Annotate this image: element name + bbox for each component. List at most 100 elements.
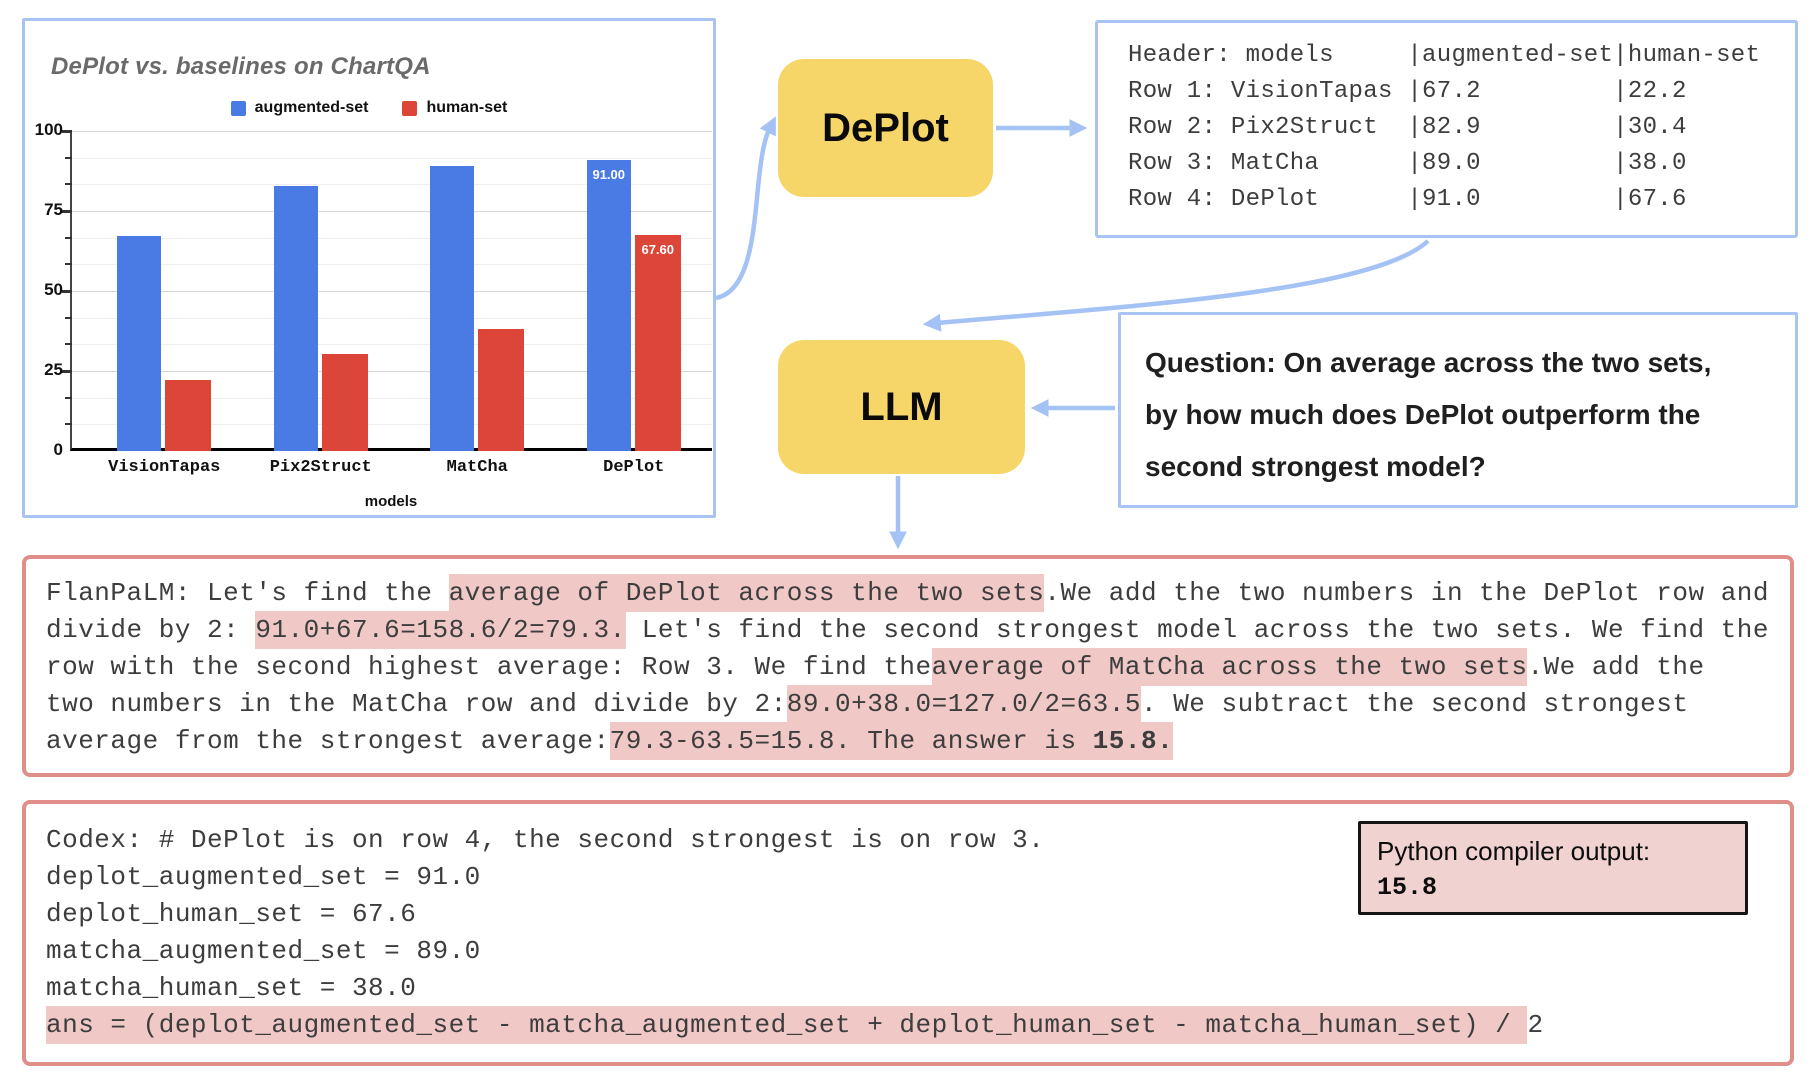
- x-axis-title: models: [364, 493, 418, 510]
- table-output-box: Header: models |augmented-set|human-set …: [1095, 20, 1798, 238]
- major-gridline: [72, 371, 712, 372]
- legend-label: augmented-set: [254, 99, 369, 116]
- major-gridline: [72, 291, 712, 292]
- mono-text-line: matcha_human_set = 38.0: [46, 970, 1770, 1007]
- bar-human-set-DePlot: 67.60: [634, 234, 681, 451]
- axis-tick: [65, 156, 72, 159]
- legend-swatch-icon: [230, 100, 246, 116]
- question-box: Question: On average across the two sets…: [1118, 312, 1798, 508]
- python-output-label: Python compiler output:: [1377, 836, 1651, 866]
- text-span: Let's find the second strongest model ac…: [625, 615, 1769, 645]
- minor-gridline: [72, 397, 712, 399]
- flanpalm-reasoning-box: FlanPaLM: Let's find the average of DePl…: [22, 555, 1794, 777]
- chart-bars: 91.00 67.60: [70, 131, 712, 451]
- question-text-line: Question: On average across the two sets…: [1145, 347, 1712, 378]
- text-span: matcha_human_set = 38.0: [46, 973, 417, 1003]
- major-gridline: [72, 131, 712, 132]
- highlighted-span: ans = (deplot_augmented_set - matcha_aug…: [46, 1006, 1528, 1044]
- question-text-line: by how much does DePlot outperform the: [1145, 399, 1701, 430]
- mono-text-line: deplot_augmented_set = 91.0: [46, 859, 1770, 896]
- minor-gridline: [72, 424, 712, 426]
- llm-node: LLM: [778, 340, 1025, 474]
- python-output-box: Python compiler output: 15.8: [1358, 821, 1748, 915]
- legend-item: human-set: [402, 99, 507, 117]
- x-axis-category-labels: VisionTapas Pix2Struct MatCha DePlot: [70, 458, 712, 477]
- bar-augmented-set-VisionTapas: [117, 235, 162, 451]
- y-axis-tick-label: 75: [44, 200, 63, 219]
- mono-text-line: FlanPaLM: Let's find the average of DePl…: [46, 574, 1770, 612]
- text-span: two numbers in the MatCha row and divide…: [46, 689, 787, 719]
- text-span: 2: [1527, 1010, 1544, 1040]
- text-span: .: [1044, 578, 1061, 608]
- category-label: DePlot: [603, 458, 665, 477]
- bar-pair: [117, 235, 212, 451]
- bar-augmented-set-Pix2Struct: [273, 185, 318, 451]
- mono-text-line: divide by 2: 91.0+67.6=158.6/2=79.3. Let…: [46, 611, 1770, 649]
- text-span: divide by 2:: [46, 615, 256, 645]
- bar-human-set-MatCha: [478, 329, 525, 451]
- chart-panel: DePlot vs. baselines on ChartQA augmente…: [22, 18, 716, 518]
- axis-tick: [62, 370, 72, 373]
- minor-gridline: [72, 317, 712, 319]
- minor-gridline: [72, 237, 712, 239]
- mono-text-line: row with the second highest average: Row…: [46, 648, 1770, 686]
- y-axis-tick-label: 50: [44, 280, 63, 299]
- text-span: FlanPaLM: Let's find the: [46, 578, 449, 608]
- minor-gridline: [72, 184, 712, 186]
- axis-tick: [65, 183, 72, 186]
- text-span: deplot_augmented_set = 91.0: [46, 862, 481, 892]
- bar-pair: [430, 166, 525, 451]
- highlighted-span: 91.0+67.6=158.6/2=79.3.: [255, 611, 626, 649]
- bar-augmented-set-MatCha: [430, 166, 475, 451]
- axis-tick: [65, 236, 72, 239]
- python-output-value: 15.8: [1377, 873, 1438, 902]
- text-span: We add the two numbers in the DePlot row…: [1060, 578, 1769, 608]
- axis-tick: [65, 343, 72, 346]
- axis-tick: [62, 130, 72, 133]
- question-text-line: second strongest model?: [1145, 451, 1486, 482]
- axis-tick: [65, 316, 72, 319]
- axis-tick: [65, 396, 72, 399]
- bar-pair: [273, 185, 368, 451]
- bar-augmented-set-DePlot: 91.00: [586, 159, 631, 451]
- legend-swatch-icon: [402, 100, 418, 116]
- mono-text-line: Codex: # DePlot is on row 4, the second …: [46, 822, 1770, 859]
- arrow-chart-to-deplot: [715, 116, 776, 301]
- chart-legend: augmented-set human-set: [25, 99, 713, 117]
- bar-human-set-VisionTapas: [165, 379, 212, 451]
- mono-text-line: two numbers in the MatCha row and divide…: [46, 685, 1770, 723]
- mono-text-line: ans = (deplot_augmented_set - matcha_aug…: [46, 1006, 1770, 1044]
- text-span: matcha_augmented_set = 89.0: [46, 936, 481, 966]
- bar-group: [399, 166, 556, 451]
- y-axis-tick-label: 100: [34, 120, 63, 139]
- highlighted-span: 15.8.: [1092, 722, 1174, 760]
- bar-value-label: 67.60: [641, 241, 675, 257]
- chart-plot-area: [62, 130, 712, 451]
- bar-group: 91.00 67.60: [556, 159, 713, 451]
- highlighted-span: average of DePlot across the two sets: [448, 574, 1045, 612]
- major-gridline: [72, 211, 712, 212]
- axis-tick: [65, 423, 72, 426]
- minor-gridline: [72, 157, 712, 159]
- text-span: Codex: # DePlot is on row 4, the second …: [46, 825, 1045, 855]
- mono-text-line: average from the strongest average:79.3-…: [46, 722, 1770, 760]
- highlighted-span: 89.0+38.0=127.0/2=63.5: [786, 685, 1141, 723]
- highlighted-span: average of MatCha across the two sets: [931, 648, 1528, 686]
- arrow-table-to-llm: [922, 239, 1430, 332]
- minor-gridline: [72, 344, 712, 346]
- axis-tick: [62, 290, 72, 293]
- text-span: . We subtract the second strongest: [1140, 689, 1689, 719]
- text-span: .We add the: [1527, 652, 1705, 682]
- mono-text-line: deplot_human_set = 67.6: [46, 896, 1770, 933]
- axis-tick: [62, 210, 72, 213]
- legend-label: human-set: [426, 99, 508, 116]
- mono-text-line: matcha_augmented_set = 89.0: [46, 933, 1770, 970]
- y-axis-tick-label: 0: [53, 440, 63, 459]
- bar-value-label: 91.00: [592, 166, 626, 182]
- bar-group: [243, 185, 400, 451]
- text-span: row with the second highest average: Row…: [46, 652, 932, 682]
- table-output-text: Header: models |augmented-set|human-set …: [1128, 42, 1761, 213]
- legend-item: augmented-set: [230, 99, 369, 117]
- y-axis-tick-label: 25: [44, 360, 63, 379]
